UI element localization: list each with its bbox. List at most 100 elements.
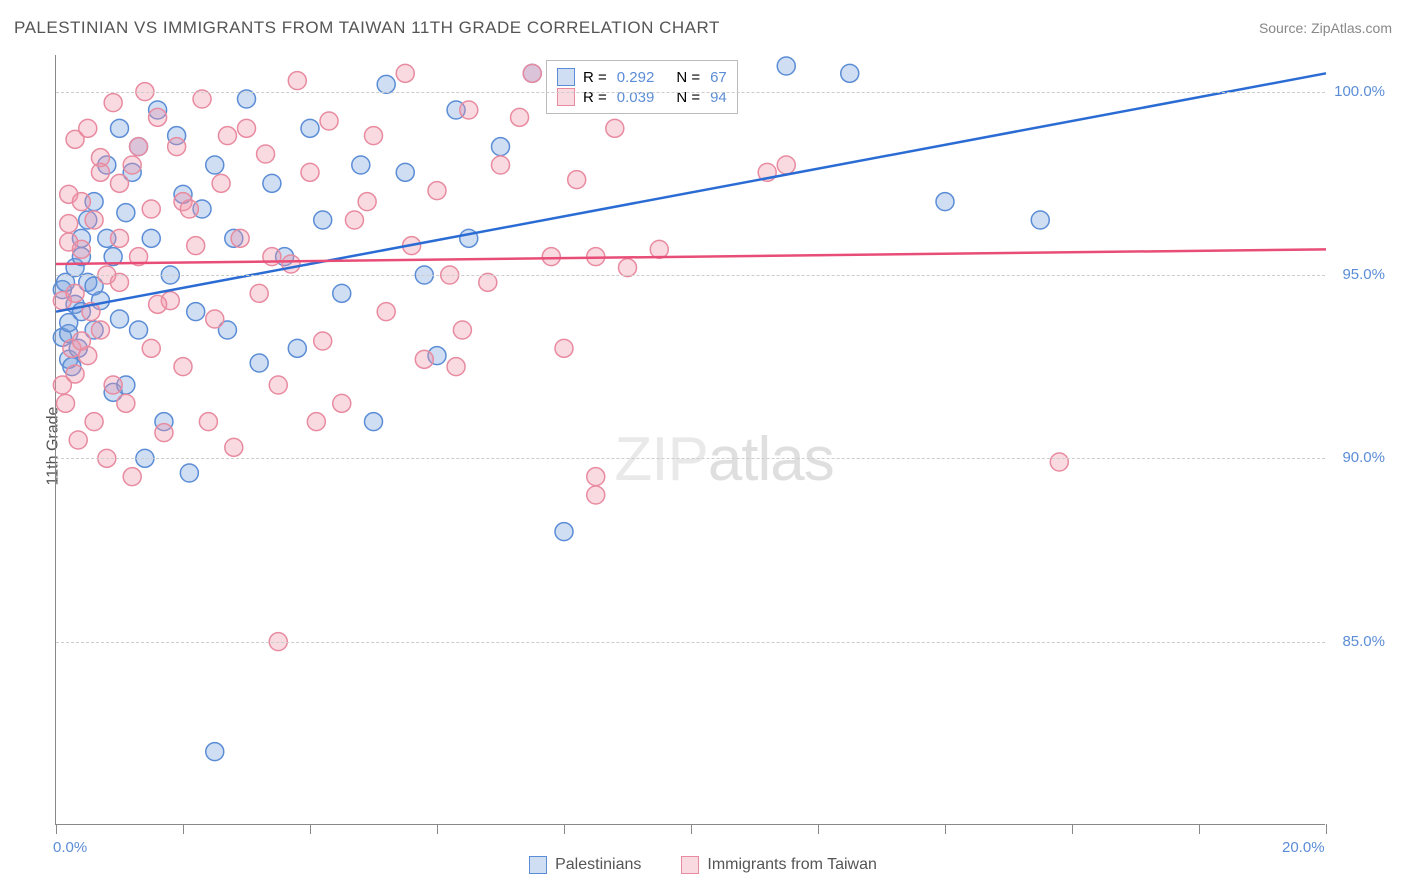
gridline-h: [56, 92, 1325, 93]
plot-area: ZIPatlas R = 0.292 N = 67 R = 0.039 N = …: [55, 55, 1325, 825]
scatter-point: [555, 339, 573, 357]
scatter-point: [263, 174, 281, 192]
scatter-point: [111, 273, 129, 291]
scatter-point: [333, 284, 351, 302]
gridline-h: [56, 458, 1325, 459]
scatter-point: [168, 138, 186, 156]
x-tick: [437, 824, 438, 834]
scatter-point: [206, 310, 224, 328]
chart-title: PALESTINIAN VS IMMIGRANTS FROM TAIWAN 11…: [14, 18, 720, 38]
scatter-point: [263, 248, 281, 266]
x-tick: [1072, 824, 1073, 834]
scatter-point: [428, 182, 446, 200]
scatter-point: [142, 339, 160, 357]
scatter-point: [57, 394, 75, 412]
header: PALESTINIAN VS IMMIGRANTS FROM TAIWAN 11…: [14, 18, 1392, 38]
r-label-1: R =: [583, 69, 607, 86]
x-tick: [945, 824, 946, 834]
scatter-point: [415, 350, 433, 368]
scatter-point: [111, 119, 129, 137]
y-tick-label: 95.0%: [1342, 266, 1385, 283]
scatter-point: [250, 284, 268, 302]
y-tick-label: 100.0%: [1334, 83, 1385, 100]
scatter-point: [238, 119, 256, 137]
scatter-point: [79, 119, 97, 137]
x-tick: [56, 824, 57, 834]
source-label: Source: ZipAtlas.com: [1259, 20, 1392, 36]
scatter-point: [447, 358, 465, 376]
gridline-h: [56, 275, 1325, 276]
scatter-point: [66, 365, 84, 383]
scatter-point: [117, 394, 135, 412]
scatter-point: [555, 523, 573, 541]
scatter-point: [358, 193, 376, 211]
scatter-point: [587, 486, 605, 504]
scatter-point: [511, 108, 529, 126]
scatter-point: [345, 211, 363, 229]
scatter-point: [111, 310, 129, 328]
scatter-point: [142, 229, 160, 247]
scatter-point: [218, 127, 236, 145]
scatter-point: [619, 259, 637, 277]
scatter-point: [606, 119, 624, 137]
scatter-point: [85, 413, 103, 431]
scatter-point: [72, 332, 90, 350]
r-value-1: 0.292: [617, 69, 655, 86]
scatter-point: [460, 101, 478, 119]
scatter-point: [104, 94, 122, 112]
legend-swatch-1: [557, 68, 575, 86]
scatter-point: [66, 284, 84, 302]
n-label-1: N =: [676, 69, 700, 86]
bottom-swatch-2: [681, 856, 699, 874]
legend-row-1: R = 0.292 N = 67: [557, 68, 727, 86]
scatter-point: [193, 90, 211, 108]
scatter-point: [282, 255, 300, 273]
scatter-point: [130, 138, 148, 156]
y-tick-label: 85.0%: [1342, 633, 1385, 650]
y-tick-label: 90.0%: [1342, 449, 1385, 466]
scatter-point: [72, 193, 90, 211]
scatter-point: [91, 163, 109, 181]
bottom-legend-item-2: Immigrants from Taiwan: [681, 856, 877, 874]
scatter-point: [269, 376, 287, 394]
scatter-point: [492, 138, 510, 156]
scatter-point: [365, 413, 383, 431]
scatter-point: [396, 163, 414, 181]
scatter-point: [650, 240, 668, 258]
scatter-point: [149, 108, 167, 126]
scatter-point: [155, 424, 173, 442]
scatter-point: [288, 72, 306, 90]
scatter-point: [69, 431, 87, 449]
x-tick: [818, 824, 819, 834]
bottom-legend: Palestinians Immigrants from Taiwan: [0, 856, 1406, 874]
scatter-point: [1050, 453, 1068, 471]
bottom-label-2: Immigrants from Taiwan: [707, 856, 877, 874]
scatter-point: [352, 156, 370, 174]
scatter-point: [587, 468, 605, 486]
trend-line: [56, 249, 1326, 264]
scatter-point: [149, 295, 167, 313]
scatter-point: [320, 112, 338, 130]
scatter-point: [777, 156, 795, 174]
x-tick-label: 20.0%: [1282, 839, 1325, 856]
x-tick: [1326, 824, 1327, 834]
scatter-point: [288, 339, 306, 357]
scatter-point: [542, 248, 560, 266]
scatter-point: [91, 321, 109, 339]
correlation-legend: R = 0.292 N = 67 R = 0.039 N = 94: [546, 60, 738, 114]
x-tick: [564, 824, 565, 834]
x-tick-label: 0.0%: [53, 839, 87, 856]
scatter-point: [111, 229, 129, 247]
scatter-point: [568, 171, 586, 189]
x-tick: [183, 824, 184, 834]
scatter-point: [199, 413, 217, 431]
scatter-point: [206, 743, 224, 761]
scatter-point: [936, 193, 954, 211]
scatter-point: [180, 464, 198, 482]
scatter-point: [314, 211, 332, 229]
scatter-point: [187, 237, 205, 255]
scatter-point: [123, 468, 141, 486]
scatter-point: [333, 394, 351, 412]
scatter-point: [72, 240, 90, 258]
scatter-point: [60, 215, 78, 233]
